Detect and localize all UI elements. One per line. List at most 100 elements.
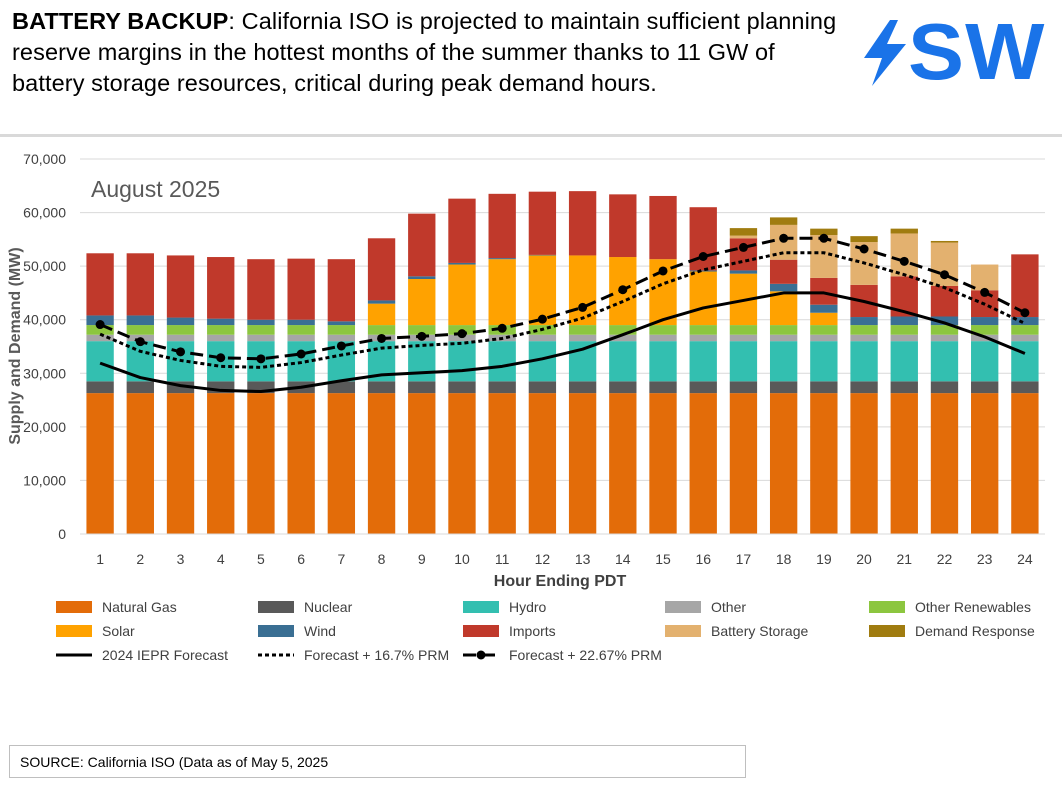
legend-label: Wind bbox=[304, 623, 336, 639]
bar-nuclear bbox=[166, 381, 195, 394]
bar-hydro bbox=[850, 341, 878, 382]
bar-other bbox=[609, 334, 637, 342]
line-marker bbox=[377, 333, 387, 343]
bar-wind bbox=[850, 317, 878, 326]
x-tick-label: 24 bbox=[1017, 551, 1033, 567]
bar-nuclear bbox=[367, 381, 396, 394]
bar-natural-gas bbox=[327, 393, 356, 534]
legend-swatch bbox=[56, 625, 92, 637]
bar-natural-gas bbox=[649, 393, 677, 534]
bar-hydro bbox=[729, 341, 758, 382]
bar-nuclear bbox=[488, 381, 516, 394]
legend-label: 2024 IEPR Forecast bbox=[102, 647, 228, 663]
bar-other bbox=[327, 334, 356, 342]
chart-title: August 2025 bbox=[91, 176, 220, 202]
x-tick-label: 2 bbox=[136, 551, 144, 567]
bar-natural-gas bbox=[729, 393, 758, 534]
bar-other bbox=[850, 334, 878, 342]
bar-natural-gas bbox=[86, 393, 114, 534]
bar-natural-gas bbox=[568, 393, 597, 534]
bar-demand-response bbox=[890, 228, 918, 234]
bar-battery-storage bbox=[890, 233, 918, 277]
bar-nuclear bbox=[609, 381, 637, 394]
forecast-lines bbox=[95, 233, 1030, 393]
x-tick-label: 19 bbox=[816, 551, 832, 567]
bar-imports bbox=[810, 277, 838, 305]
x-tick-label: 15 bbox=[655, 551, 671, 567]
bar-imports bbox=[609, 194, 637, 258]
bar-other bbox=[930, 334, 959, 342]
bar-other bbox=[528, 334, 557, 342]
bar-wind bbox=[408, 276, 436, 279]
legend-swatch bbox=[665, 625, 701, 637]
line-marker bbox=[779, 233, 789, 243]
bar-nuclear bbox=[207, 381, 235, 394]
x-tick-label: 12 bbox=[535, 551, 551, 567]
bar-nuclear bbox=[890, 381, 918, 394]
bar-solar bbox=[769, 291, 798, 326]
line-marker bbox=[497, 323, 507, 333]
bar-wind bbox=[327, 321, 356, 326]
bar-hydro bbox=[890, 341, 918, 382]
bar-hydro bbox=[769, 341, 798, 382]
bar-solar bbox=[448, 264, 476, 326]
bar-other-renewables bbox=[367, 325, 396, 335]
bar-imports bbox=[287, 258, 315, 320]
bar-other-renewables bbox=[609, 325, 637, 335]
x-tick-label: 18 bbox=[776, 551, 792, 567]
bar-imports bbox=[649, 195, 677, 260]
bar-wind bbox=[890, 316, 918, 326]
headline-bold: BATTERY BACKUP bbox=[12, 8, 229, 34]
y-tick-label: 20,000 bbox=[23, 419, 66, 435]
legend-label: Other bbox=[711, 599, 746, 615]
bar-demand-response bbox=[810, 228, 838, 236]
bar-wind bbox=[971, 317, 999, 326]
bar-nuclear bbox=[729, 381, 758, 394]
bar-battery-storage bbox=[971, 264, 999, 291]
line-marker bbox=[296, 349, 306, 359]
bar-imports bbox=[448, 198, 476, 263]
bar-nuclear bbox=[689, 381, 717, 394]
bar-other-renewables bbox=[890, 325, 918, 335]
bar-nuclear bbox=[930, 381, 959, 394]
bar-hydro bbox=[971, 341, 999, 382]
bar-imports bbox=[126, 253, 154, 316]
legend-swatch bbox=[869, 625, 905, 637]
legend-label: Other Renewables bbox=[915, 599, 1031, 615]
line-marker bbox=[819, 233, 829, 243]
bar-natural-gas bbox=[207, 393, 235, 534]
bar-other-renewables bbox=[649, 325, 677, 335]
x-tick-label: 8 bbox=[378, 551, 386, 567]
legend-label: Forecast + 22.67% PRM bbox=[509, 647, 662, 663]
bar-imports bbox=[408, 213, 436, 277]
bar-imports bbox=[247, 259, 275, 320]
x-tick-label: 1 bbox=[96, 551, 104, 567]
legend-swatch bbox=[258, 601, 294, 613]
line-forecast-16-7-prm bbox=[99, 251, 1026, 369]
bar-imports bbox=[769, 259, 798, 284]
bar-hydro bbox=[649, 341, 677, 382]
bar-other-renewables bbox=[166, 325, 195, 335]
bar-hydro bbox=[1011, 341, 1039, 382]
sw-logo: SW bbox=[858, 7, 1058, 96]
line-marker bbox=[135, 337, 145, 347]
bar-imports bbox=[528, 191, 557, 255]
bar-hydro bbox=[609, 341, 637, 382]
bar-imports bbox=[568, 191, 597, 256]
y-tick-label: 50,000 bbox=[23, 258, 66, 274]
bar-other-renewables bbox=[86, 325, 114, 335]
bar-nuclear bbox=[769, 381, 798, 394]
bar-natural-gas bbox=[367, 393, 396, 534]
bar-nuclear bbox=[528, 381, 557, 394]
bar-other-renewables bbox=[971, 325, 999, 335]
headline: BATTERY BACKUP: California ISO is projec… bbox=[12, 6, 852, 99]
bar-nuclear bbox=[126, 381, 154, 394]
bar-solar bbox=[488, 259, 516, 326]
x-tick-label: 10 bbox=[454, 551, 470, 567]
bar-nuclear bbox=[247, 381, 275, 394]
bar-other-renewables bbox=[930, 325, 959, 335]
bar-other bbox=[769, 334, 798, 342]
bar-other-renewables bbox=[287, 325, 315, 335]
bar-imports bbox=[488, 193, 516, 259]
bar-other bbox=[166, 334, 195, 342]
